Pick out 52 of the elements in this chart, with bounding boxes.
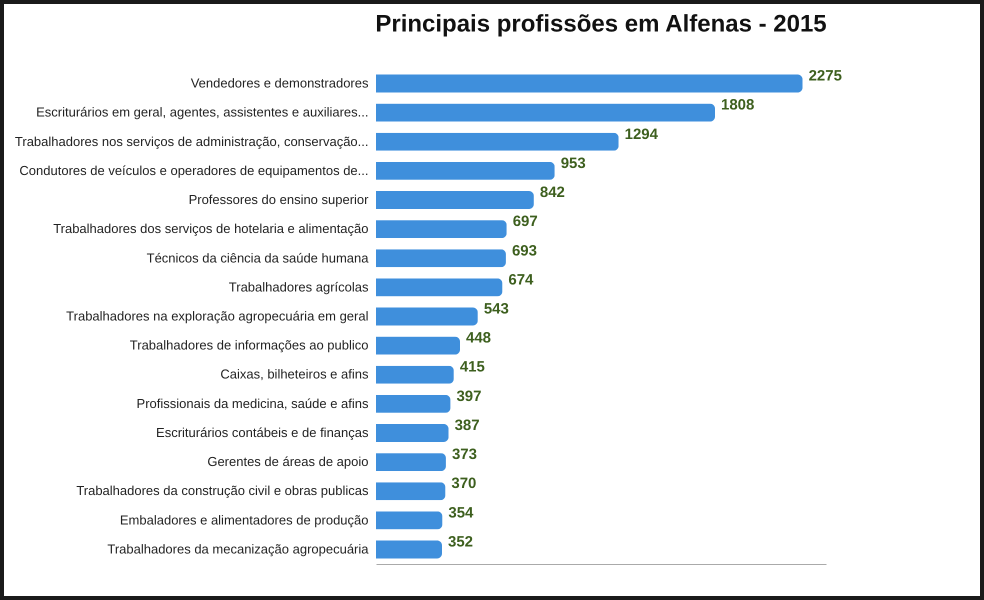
data-label: 953 bbox=[560, 154, 586, 172]
data-label: 842 bbox=[540, 184, 565, 202]
bar bbox=[376, 278, 502, 296]
y-tick-label: Trabalhadores da mecanização agropecuária bbox=[107, 541, 370, 556]
data-label: 1294 bbox=[624, 126, 659, 143]
bar bbox=[376, 220, 507, 238]
data-label: 693 bbox=[512, 242, 537, 260]
data-label: 387 bbox=[454, 416, 480, 434]
y-tick-label: Vendedores e demonstradores bbox=[190, 76, 369, 91]
data-label: 697 bbox=[512, 213, 538, 230]
y-tick-label: Escriturários em geral, agentes, assistentes e auxiliares... bbox=[36, 104, 368, 120]
data-label: 1808 bbox=[721, 96, 754, 114]
bar bbox=[376, 424, 449, 442]
bar bbox=[376, 308, 478, 326]
bar bbox=[376, 104, 715, 122]
chart-title: Principais profissões em Alfenas - 2015 bbox=[375, 10, 827, 38]
y-tick-label: Técnicos da ciência da saúde humana bbox=[146, 250, 370, 266]
bar bbox=[376, 132, 619, 151]
bar bbox=[376, 191, 534, 210]
y-tick-label: Profissionais da medicina, saúde e afins bbox=[136, 396, 369, 411]
data-label: 370 bbox=[451, 475, 476, 492]
bar bbox=[376, 453, 446, 472]
data-label: 448 bbox=[466, 330, 492, 347]
y-tick-label: Gerentes de áreas de apoio bbox=[207, 454, 368, 470]
bar bbox=[376, 366, 454, 384]
y-tick-label: Trabalhadores agrícolas bbox=[228, 279, 369, 294]
bar bbox=[376, 540, 442, 558]
y-tick-label: Trabalhadores dos serviços de hotelaria e alimentação bbox=[53, 221, 368, 236]
data-label: 373 bbox=[452, 446, 477, 464]
y-tick-label: Trabalhadores na exploração agropecuária em geral bbox=[66, 308, 369, 324]
data-label: 543 bbox=[484, 300, 509, 318]
bar bbox=[376, 336, 460, 355]
y-tick-label: Embaladores e alimentadores de produção bbox=[120, 512, 368, 528]
y-tick-label: Trabalhadores da construção civil e obras publicas bbox=[76, 483, 369, 498]
bar bbox=[376, 249, 506, 268]
y-tick-label: Escriturários contábeis e de finanças bbox=[156, 424, 369, 440]
data-label: 354 bbox=[448, 504, 474, 522]
y-tick-label: Condutores de veículos e operadores de equipamentos de... bbox=[19, 162, 368, 178]
data-label: 397 bbox=[456, 388, 482, 405]
data-label: 352 bbox=[448, 533, 474, 550]
data-label: 674 bbox=[508, 271, 534, 288]
bar bbox=[376, 511, 442, 530]
y-tick-label: Trabalhadores de informações ao publico bbox=[130, 338, 368, 353]
data-label: 2275 bbox=[808, 68, 842, 85]
bar bbox=[376, 162, 555, 180]
bar bbox=[376, 394, 450, 413]
y-tick-label: Caixas, bilheteiros e afins bbox=[220, 366, 369, 382]
y-tick-label: Trabalhadores nos serviços de administração, conservação... bbox=[14, 134, 368, 149]
bar bbox=[376, 482, 446, 500]
y-tick-label: Professores do ensino superior bbox=[188, 192, 370, 208]
data-label: 415 bbox=[460, 358, 485, 376]
bar bbox=[376, 74, 803, 93]
